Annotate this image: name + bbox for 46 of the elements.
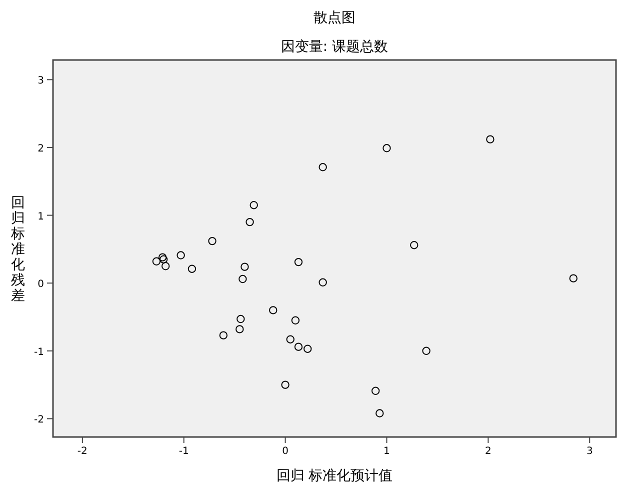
point — [422, 346, 430, 355]
point — [376, 409, 384, 418]
point — [188, 264, 196, 273]
point — [238, 274, 247, 284]
point — [236, 325, 244, 334]
x-tick-label: 0 — [282, 446, 288, 457]
point — [240, 262, 249, 271]
point — [176, 251, 185, 260]
y-tick-label: 1 — [38, 211, 44, 222]
chart-subtitle: 因变量: 课题总数 — [280, 39, 388, 55]
point — [294, 342, 303, 351]
point — [382, 144, 391, 152]
point — [281, 380, 290, 389]
x-tick-label: 2 — [484, 446, 492, 457]
y-tick-label: 2 — [38, 143, 44, 154]
point — [371, 386, 380, 395]
point — [304, 344, 312, 353]
y-tick-label: -2 — [34, 414, 44, 426]
point — [291, 316, 300, 324]
point — [269, 306, 278, 314]
point — [219, 331, 228, 340]
y-tick-label: -1 — [34, 346, 44, 358]
point — [294, 258, 303, 266]
point — [159, 255, 168, 264]
point — [410, 241, 418, 250]
point — [158, 253, 167, 262]
point — [569, 274, 578, 282]
point — [246, 218, 254, 226]
y-tick-label: 0 — [38, 279, 44, 290]
y-axis-title: 回归标准化残差 — [10, 195, 25, 304]
point — [318, 163, 327, 172]
x-axis-title: 回归 标准化预计值 — [276, 468, 393, 484]
x-tick-label: 1 — [384, 446, 390, 457]
point — [486, 135, 494, 144]
point — [318, 278, 327, 287]
x-tick-label: -1 — [178, 446, 189, 457]
y-tick-label: 3 — [38, 76, 44, 87]
point — [152, 257, 161, 266]
x-tick-label: 3 — [586, 446, 593, 457]
x-tick-label: -2 — [77, 446, 88, 457]
point — [208, 236, 216, 246]
point — [250, 201, 258, 210]
chart-title: 散点图 — [314, 10, 356, 26]
point — [286, 335, 294, 344]
point — [162, 262, 170, 270]
point — [236, 314, 245, 324]
